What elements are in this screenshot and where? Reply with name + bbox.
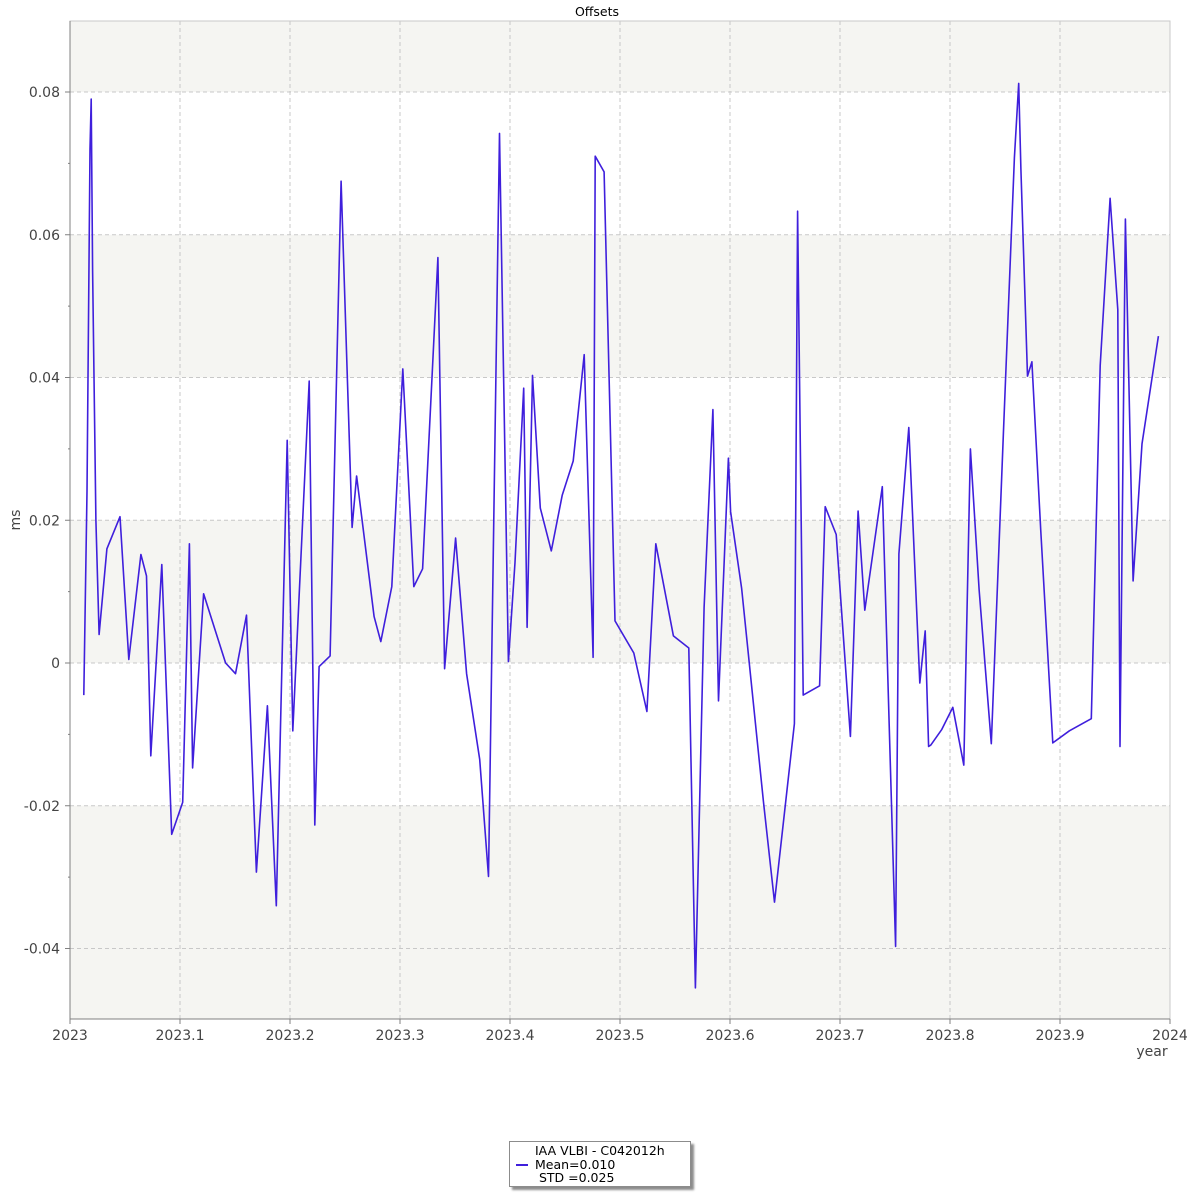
x-tick-label: 2023.5: [596, 1028, 645, 1044]
y-tick-label: 0.06: [29, 228, 60, 244]
y-axis-label: ms: [8, 510, 24, 531]
y-tick-label: -0.04: [24, 942, 60, 958]
y-tick-label: 0: [51, 656, 60, 672]
x-tick-label: 2023.6: [706, 1028, 755, 1044]
legend-series-name: IAA VLBI - C042012h: [535, 1143, 665, 1158]
x-tick-label: 2023.8: [926, 1028, 975, 1044]
x-tick-label: 2023.9: [1036, 1028, 1085, 1044]
x-axis-ticks: 2023 2023.1 2023.2 2023.3 2023.4 2023.5 2023.6…: [52, 1019, 1188, 1044]
x-tick-label: 2023.1: [156, 1028, 205, 1044]
legend-std: STD =0.025: [535, 1170, 615, 1185]
chart-title: Offsets: [575, 4, 619, 19]
legend: IAA VLBI - C042012h Mean=0.010 STD =0.02…: [509, 1141, 691, 1187]
y-tick-label: 0.04: [29, 371, 60, 387]
x-tick-label: 2023.2: [266, 1028, 315, 1044]
y-tick-label: -0.02: [24, 799, 60, 815]
series-line: [83, 82, 1160, 989]
legend-swatch: [516, 1164, 528, 1166]
legend-mean: Mean=0.010: [535, 1157, 616, 1172]
x-tick-label: 2023: [52, 1028, 88, 1044]
x-tick-label: 2023.4: [486, 1028, 535, 1044]
x-tick-label: 2023.7: [816, 1028, 865, 1044]
x-tick-label: 2023.3: [376, 1028, 425, 1044]
x-axis-label: year: [1136, 1044, 1167, 1060]
background-band: [70, 234, 1170, 378]
grid-lines: [70, 21, 1170, 1019]
y-tick-label: 0.08: [29, 85, 60, 101]
x-tick-label: 2024: [1152, 1028, 1188, 1044]
series-group: [83, 82, 1160, 989]
y-axis-ticks: -0.04 -0.02 0 0.02 0.04 0.06 0.08: [24, 85, 70, 958]
y-tick-label: 0.02: [29, 513, 60, 529]
